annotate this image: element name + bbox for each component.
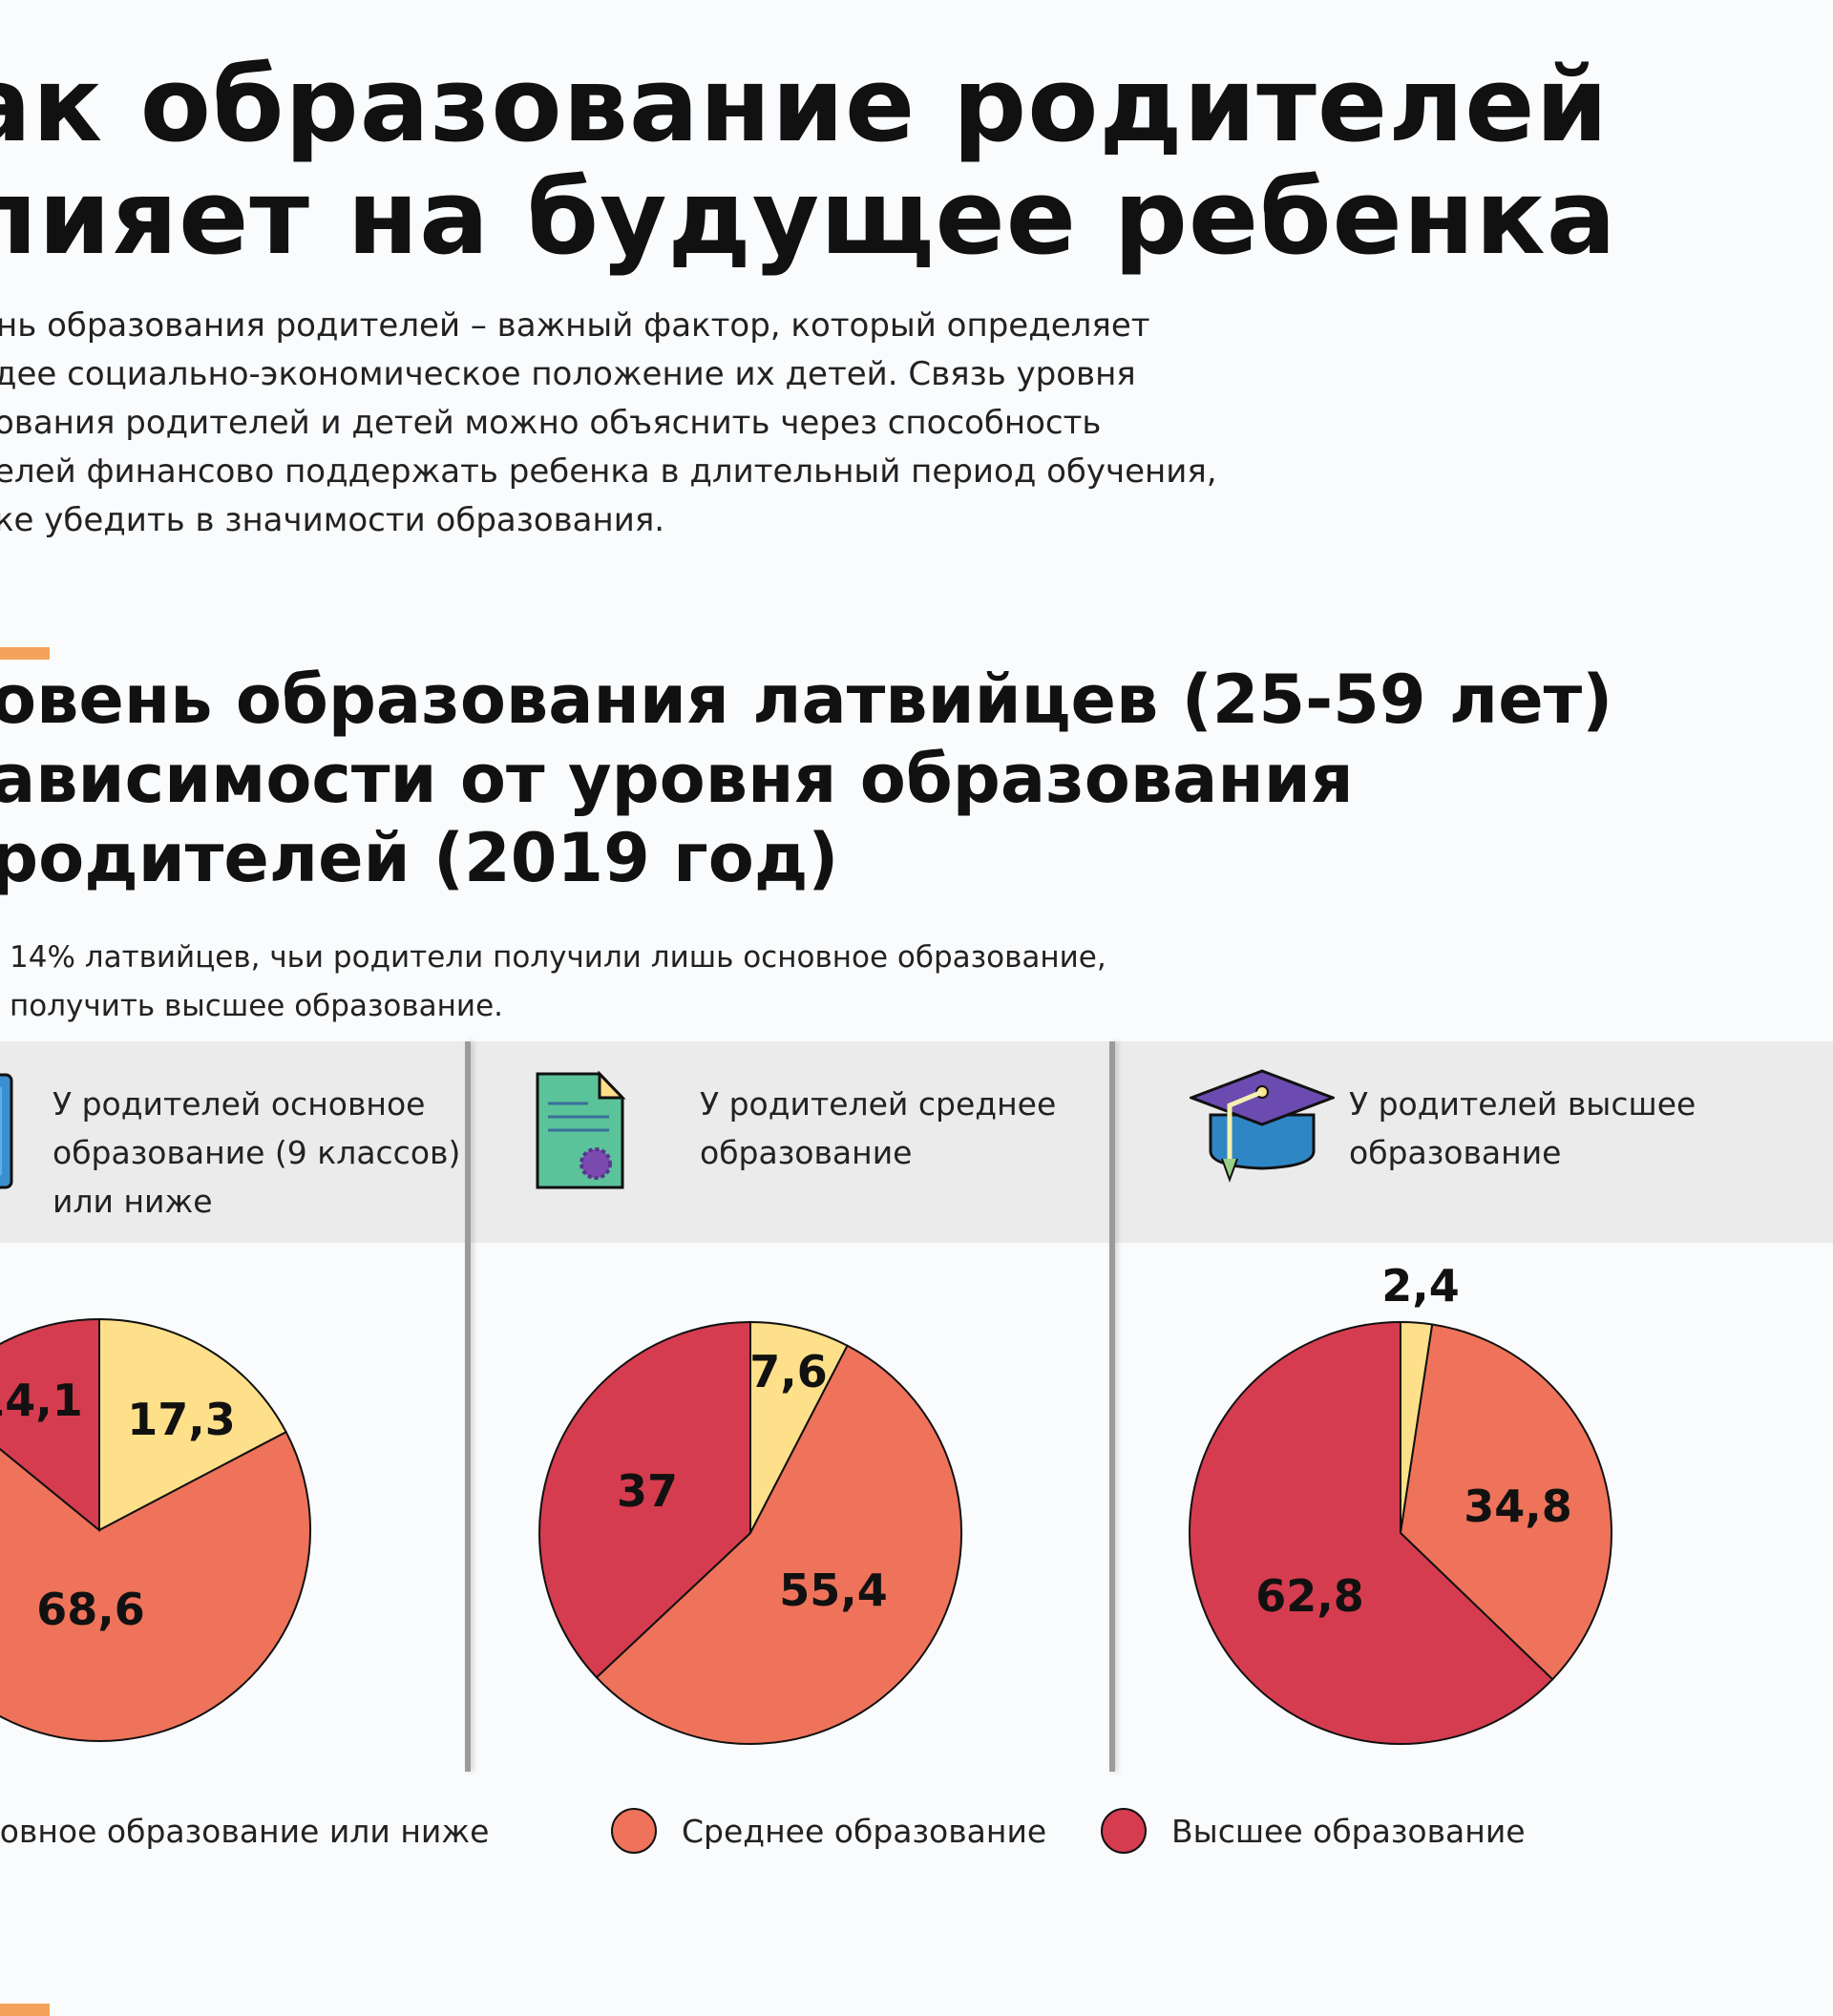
chart-note-line-1: 14% латвийцев, чьи родители получили лиш… — [10, 940, 1106, 975]
panel-1-title-line-3: или ниже — [53, 1183, 213, 1220]
chart-note: 14% латвийцев, чьи родители получили лиш… — [0, 940, 1337, 1036]
pie-1-slice-1 — [98, 1317, 287, 1532]
pie-1-label-1: 17,3 — [127, 1394, 236, 1445]
book-icon — [0, 1071, 19, 1195]
pie-3-slice-2 — [1399, 1323, 1613, 1681]
page-title-line-1: ак образование родителей — [0, 46, 1610, 165]
panel-3-title-line-2: образование — [1349, 1134, 1562, 1171]
intro-line-5: ке убедить в значимости образования. — [0, 501, 665, 539]
panel-2-title-line-2: образование — [700, 1134, 913, 1171]
page-title: ак образование родителей лияет на будуще… — [0, 46, 1617, 278]
legend-item-higher: Высшее образование — [1101, 1808, 1526, 1854]
pie-2-label-3: 37 — [617, 1465, 678, 1517]
section-accent-bar — [0, 647, 50, 660]
panel-1-title-line-2: образование (9 классов) — [53, 1134, 461, 1171]
pie-1-label-3: 14,1 — [0, 1375, 83, 1426]
intro-line-3: ования родителей и детей можно объяснить… — [0, 404, 1102, 442]
diploma-icon — [535, 1070, 626, 1191]
panel-2-title: У родителей среднее образование — [700, 1080, 1056, 1177]
pie-2-slice-1 — [749, 1320, 849, 1534]
intro-line-1: нь образования родителей – важный фактор… — [0, 306, 1150, 345]
panel-3-title-line-1: У родителей высшее — [1349, 1085, 1696, 1123]
pie-2-label-1: 7,6 — [749, 1346, 828, 1397]
panel-divider-2 — [1109, 1041, 1115, 1772]
pie-2-slice-2 — [595, 1344, 962, 1745]
panel-header-band — [0, 1041, 1833, 1243]
pie-1-label-2: 68,6 — [36, 1584, 145, 1635]
panel-3-title: У родителей высшее образование — [1349, 1080, 1696, 1177]
legend-item-secondary: Среднее образование — [611, 1808, 1046, 1854]
intro-line-4: елей финансово поддержать ребенка в длит… — [0, 452, 1217, 491]
page-title-line-2: лияет на будущее ребенка — [0, 158, 1617, 278]
legend-dot-higher — [1101, 1808, 1147, 1854]
chart-section-title: овень образования латвийцев (25-59 лет) … — [0, 661, 1718, 909]
intro-line-2: дее социально-экономическое положение их… — [0, 355, 1136, 393]
legend-label-secondary: Среднее образование — [682, 1812, 1047, 1850]
panel-1-title: У родителей основное образование (9 клас… — [53, 1080, 460, 1226]
pie-3-label-2: 34,8 — [1464, 1480, 1572, 1532]
legend-item-basic: сновное образование или ниже — [0, 1808, 489, 1854]
pie-3-slice-3 — [1189, 1320, 1554, 1745]
legend-dot-secondary — [611, 1808, 657, 1854]
panel-divider-1 — [465, 1041, 471, 1772]
chart-title-line-2: ависимости от уровня образования — [0, 740, 1354, 818]
pie-2-slice-3 — [538, 1320, 751, 1679]
chart-note-line-2: получить высшее образование. — [10, 989, 504, 1023]
graduation-cap-icon — [1187, 1067, 1338, 1191]
chart-title-line-3: родителей (2019 год) — [0, 819, 839, 897]
legend-label-higher: Высшее образование — [1171, 1812, 1526, 1850]
panel-2-title-line-1: У родителей среднее — [700, 1085, 1057, 1123]
pie-2-label-2: 55,4 — [779, 1564, 888, 1616]
chart-title-line-1: овень образования латвийцев (25-59 лет) — [0, 661, 1613, 739]
legend-label-basic: сновное образование или ниже — [0, 1812, 490, 1850]
pie-3-label-1: 2,4 — [1381, 1260, 1460, 1312]
pie-1-slice-2 — [0, 1430, 311, 1742]
bottom-accent-bar — [0, 2004, 50, 2016]
pie-1-slice-3 — [0, 1317, 100, 1533]
pie-3-label-3: 62,8 — [1255, 1570, 1364, 1622]
panel-1-title-line-1: У родителей основное — [53, 1085, 426, 1123]
